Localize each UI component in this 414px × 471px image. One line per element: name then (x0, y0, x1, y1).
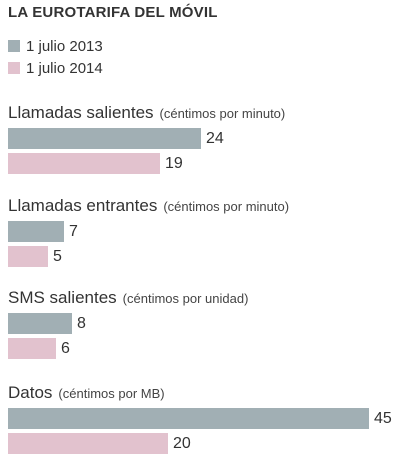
legend-item-2014: 1 julio 2014 (8, 58, 103, 78)
bar-value-sms-salientes-2013: 8 (77, 315, 86, 332)
legend-item-2013: 1 julio 2013 (8, 36, 103, 56)
bar-value-llamadas-salientes-2013: 24 (206, 130, 224, 147)
legend-swatch-2014 (8, 62, 20, 74)
bar-llamadas-entrantes-2014 (8, 246, 48, 267)
group-heading-llamadas-salientes: Llamadas salientes (céntimos por minuto) (8, 103, 285, 123)
bar-datos-2014 (8, 433, 168, 454)
group-heading-llamadas-entrantes: Llamadas entrantes (céntimos por minuto) (8, 196, 289, 216)
group-label-datos: Datos (8, 383, 53, 402)
bar-value-llamadas-entrantes-2014: 5 (53, 248, 62, 265)
bar-llamadas-salientes-2013 (8, 128, 201, 149)
bar-llamadas-salientes-2014 (8, 153, 160, 174)
bar-sms-salientes-2014 (8, 338, 56, 359)
group-unit-datos: (céntimos por MB) (58, 386, 165, 401)
group-unit-llamadas-salientes: (céntimos por minuto) (159, 106, 286, 121)
bar-value-datos-2013: 45 (374, 410, 392, 427)
group-label-llamadas-entrantes: Llamadas entrantes (8, 196, 158, 215)
group-label-sms-salientes: SMS salientes (8, 288, 117, 307)
group-unit-llamadas-entrantes: (céntimos por minuto) (163, 199, 290, 214)
bar-value-sms-salientes-2014: 6 (61, 340, 70, 357)
chart-title: LA EUROTARIFA DEL MÓVIL (8, 4, 218, 21)
bar-sms-salientes-2013 (8, 313, 72, 334)
bar-value-llamadas-salientes-2014: 19 (165, 155, 183, 172)
bar-value-llamadas-entrantes-2013: 7 (69, 223, 78, 240)
bar-value-datos-2014: 20 (173, 435, 191, 452)
legend-label-2014: 1 julio 2014 (26, 59, 103, 77)
legend-label-2013: 1 julio 2013 (26, 37, 103, 55)
bar-llamadas-entrantes-2013 (8, 221, 64, 242)
group-heading-sms-salientes: SMS salientes (céntimos por unidad) (8, 288, 248, 308)
group-label-llamadas-salientes: Llamadas salientes (8, 103, 154, 122)
bar-datos-2013 (8, 408, 369, 429)
legend-swatch-2013 (8, 40, 20, 52)
group-unit-sms-salientes: (céntimos por unidad) (122, 291, 249, 306)
group-heading-datos: Datos (céntimos por MB) (8, 383, 165, 403)
